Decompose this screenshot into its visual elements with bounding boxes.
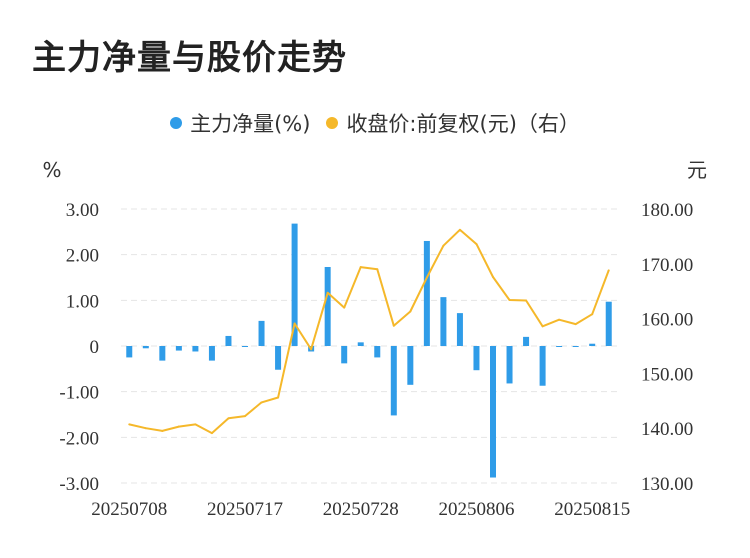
net-volume-bar[interactable] [242,346,248,347]
net-volume-bar[interactable] [192,346,199,352]
close-price-point [310,348,313,351]
net-volume-bar[interactable] [523,336,530,346]
net-volume-bar[interactable] [506,346,513,384]
right-axis-tick-label: 140.00 [641,419,693,440]
close-price-point [591,313,594,316]
close-price-point [409,310,412,313]
close-price-point [558,318,561,321]
net-volume-bar[interactable] [126,346,133,358]
x-axis-tick-label: 20250806 [438,499,514,520]
legend: 主力净量(%) 收盘价:前复权(元)（右） [0,108,750,138]
net-volume-bar[interactable] [440,297,447,346]
legend-item-close-price[interactable]: 收盘价:前复权(元)（右） [326,108,580,138]
net-volume-bar[interactable] [605,301,612,346]
net-volume-bar[interactable] [324,266,331,346]
net-volume-bar[interactable] [208,346,215,361]
net-volume-bar[interactable] [374,346,381,358]
legend-label-close-price: 收盘价:前复权(元)（右） [346,112,580,136]
close-price-point [376,268,379,271]
close-price-point [326,291,329,294]
net-volume-bar[interactable] [258,320,265,346]
net-volume-bar[interactable] [142,346,149,349]
close-price-point [260,401,263,404]
net-volume-bar[interactable] [572,346,579,347]
net-volume-bar[interactable] [456,313,463,346]
net-volume-bar[interactable] [473,346,480,371]
x-axis-tick-label: 20250815 [554,499,630,520]
x-axis-tick-label: 20250708 [91,499,167,520]
close-price-point [442,244,445,247]
close-price-point [492,275,494,278]
net-volume-bar[interactable] [159,346,166,361]
left-axis-tick-label: 3.00 [66,200,99,221]
net-volume-bar[interactable] [175,346,182,351]
close-price-point [359,266,362,269]
net-volume-bar[interactable] [357,342,364,346]
close-price-point [128,423,131,426]
net-volume-bar[interactable] [390,346,397,416]
close-price-point [144,427,147,430]
close-price-line[interactable] [129,228,610,435]
close-price-point [161,429,164,432]
x-axis-tick-label: 20250728 [323,499,399,520]
net-volume-bar[interactable] [341,346,348,364]
close-price-point [227,417,230,420]
close-price-point [177,425,180,428]
net-volume-bar[interactable] [556,346,563,347]
close-price-point [277,396,280,399]
close-price-point [210,432,213,435]
left-axis-tick-label: 1.00 [66,291,99,312]
right-axis-unit: 元 [687,158,707,182]
net-volume-bar[interactable] [539,346,546,386]
left-axis-unit: % [42,158,61,182]
legend-label-net-volume: 主力净量(%) [190,112,311,136]
close-price-point [525,299,528,302]
net-volume-bar[interactable] [275,346,282,370]
close-price-point [508,298,511,301]
net-volume-bar[interactable] [291,223,298,346]
close-price-point [425,276,428,279]
net-volume-bar[interactable] [423,240,430,346]
net-volume-bar[interactable] [589,343,596,346]
net-volume-bar[interactable] [490,346,496,478]
close-price-point [194,423,197,426]
close-price-point [343,306,346,309]
left-axis-tick-label: 0 [90,337,100,358]
right-axis-tick-label: 170.00 [641,255,693,276]
close-price-point [293,322,296,325]
close-price-point [607,269,610,272]
left-axis-tick-label: 2.00 [66,246,99,267]
right-axis-tick-label: 160.00 [641,310,693,331]
left-axis-tick-label: -1.00 [59,383,99,404]
close-price-point [475,243,478,246]
x-axis-tick-label: 20250717 [207,499,283,520]
legend-item-net-volume[interactable]: 主力净量(%) [170,108,310,138]
close-price-point [541,325,544,328]
left-axis-tick-label: -3.00 [59,474,99,495]
net-volume-bar[interactable] [225,335,232,346]
close-price-point [574,323,577,326]
right-axis-tick-label: 180.00 [641,200,693,221]
left-axis-tick-label: -2.00 [59,428,99,449]
close-price-point [392,324,395,327]
right-axis-tick-label: 150.00 [641,364,693,385]
legend-marker-line [326,117,339,129]
chart-title: 主力净量与股价走势 [32,38,347,78]
net-volume-bar[interactable] [407,346,414,385]
close-price-point [244,415,246,418]
legend-marker-bar [170,117,183,129]
right-axis-tick-label: 130.00 [641,474,693,495]
close-price-point [458,228,461,231]
